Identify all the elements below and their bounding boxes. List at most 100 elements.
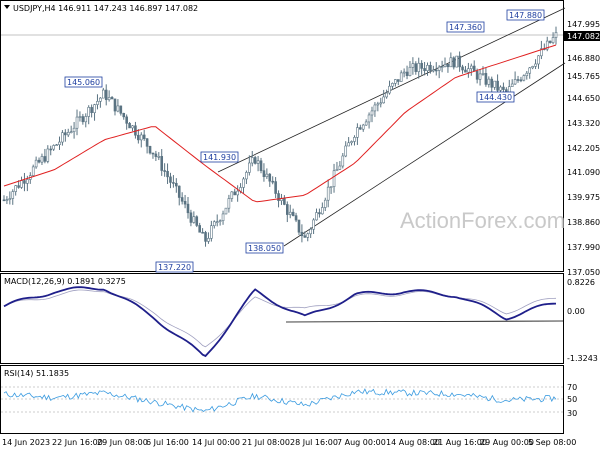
- price-axis: 147.995 146.880 145.765 144.650 143.320 …: [564, 20, 600, 277]
- candle: [104, 84, 108, 106]
- candle: [69, 125, 73, 134]
- candle: [332, 163, 336, 193]
- candle: [464, 66, 467, 73]
- candle: [14, 185, 17, 196]
- candle: [318, 208, 321, 218]
- time-tick-label: 5 Sep 08:00: [528, 438, 576, 447]
- annotation-labels: 145.060 141.930 137.220 138.050 147.360 …: [64, 9, 545, 273]
- channel-upper-line: [217, 7, 566, 173]
- candle: [323, 197, 327, 211]
- candle: [461, 64, 464, 74]
- candle: [66, 128, 70, 138]
- candle: [99, 97, 102, 108]
- candle: [259, 157, 263, 174]
- candle: [396, 79, 400, 86]
- candle: [128, 122, 131, 129]
- candle: [315, 208, 318, 221]
- candle: [417, 57, 421, 79]
- candle: [554, 26, 558, 45]
- candle: [248, 155, 251, 176]
- candle: [49, 145, 53, 156]
- time-tick-label: 14 Jul 00:00: [192, 438, 240, 447]
- time-tick-label: 29 Jun 08:00: [97, 438, 148, 447]
- candle: [335, 161, 339, 172]
- annotation-box: [64, 76, 103, 88]
- price-tick-label: 142.205: [567, 144, 600, 153]
- annotation-text: 147.880: [509, 11, 542, 20]
- candle: [388, 80, 391, 95]
- candle: [154, 150, 158, 161]
- candle: [78, 111, 82, 122]
- candle: [280, 193, 283, 205]
- moving-average-line: [3, 44, 557, 203]
- candle: [148, 145, 152, 155]
- candle: [198, 222, 201, 233]
- candle: [207, 232, 210, 244]
- annotation-text: 138.050: [248, 244, 281, 253]
- candle: [119, 105, 123, 116]
- annotation-box: [155, 261, 194, 273]
- candle: [55, 143, 58, 147]
- price-tick-label: 143.320: [567, 119, 600, 128]
- candle: [379, 97, 383, 108]
- candle: [218, 219, 222, 226]
- candle: [443, 57, 447, 68]
- candle: [481, 66, 485, 76]
- candle: [2, 195, 6, 202]
- candle: [356, 123, 359, 145]
- candle: [408, 61, 412, 77]
- candle: [458, 51, 461, 72]
- candle: [175, 178, 178, 193]
- candle: [81, 113, 85, 125]
- price-tick-label: 147.995: [567, 20, 600, 29]
- candle: [96, 94, 99, 110]
- candle: [411, 57, 415, 75]
- candle: [253, 155, 257, 165]
- annotation-box: [200, 151, 239, 163]
- candle: [452, 56, 456, 70]
- ma-series: [3, 44, 557, 203]
- candle: [11, 189, 15, 205]
- time-tick-label: 28 Jul 16:00: [290, 438, 338, 447]
- time-axis: 14 Jun 2023 22 Jun 16:00 29 Jun 08:00 6 …: [2, 438, 576, 447]
- candle: [215, 214, 219, 227]
- price-tick-label: 139.975: [567, 193, 600, 202]
- candle: [107, 90, 111, 102]
- rsi-tick-label: 50: [567, 395, 577, 404]
- candle: [309, 227, 312, 239]
- candle: [145, 138, 149, 154]
- annotation-label: 141.930: [200, 151, 239, 163]
- symbol-header: USDJPY,H4 146.911 147.243 146.897 147.08…: [4, 4, 198, 13]
- rsi-panel-frame: [0, 365, 564, 434]
- annotation-text: 141.930: [203, 153, 236, 162]
- candle: [268, 173, 272, 187]
- rsi-title: RSI(14) 51.1835: [4, 369, 69, 378]
- candle: [423, 61, 426, 76]
- candle: [224, 207, 228, 215]
- candle: [52, 144, 55, 151]
- macd-axis: 0.8226 0.00 -1.3243: [567, 278, 598, 363]
- candle: [528, 66, 532, 79]
- candle: [376, 101, 380, 112]
- candle: [195, 215, 199, 228]
- candle: [8, 191, 12, 205]
- candle: [519, 76, 523, 83]
- current-price-label: 147.082: [567, 32, 600, 41]
- candle: [449, 52, 453, 68]
- candle: [472, 60, 476, 72]
- price-tick-label: 145.765: [567, 72, 600, 81]
- macd-tick-label: 0.8226: [567, 278, 595, 287]
- annotation-text: 137.220: [158, 263, 191, 272]
- candle: [87, 105, 90, 125]
- candle: [210, 220, 213, 242]
- macd-panel-frame: [0, 273, 564, 364]
- macd-title: MACD(12,26,9) 0.1891 0.3275: [4, 277, 126, 286]
- price-tick-label: 137.990: [567, 243, 600, 252]
- candle: [34, 156, 38, 169]
- candle: [432, 65, 435, 73]
- candle: [297, 219, 301, 236]
- time-tick-label: 14 Aug 08:00: [386, 438, 440, 447]
- candle: [385, 89, 388, 99]
- candle: [426, 62, 429, 76]
- candle: [513, 71, 517, 85]
